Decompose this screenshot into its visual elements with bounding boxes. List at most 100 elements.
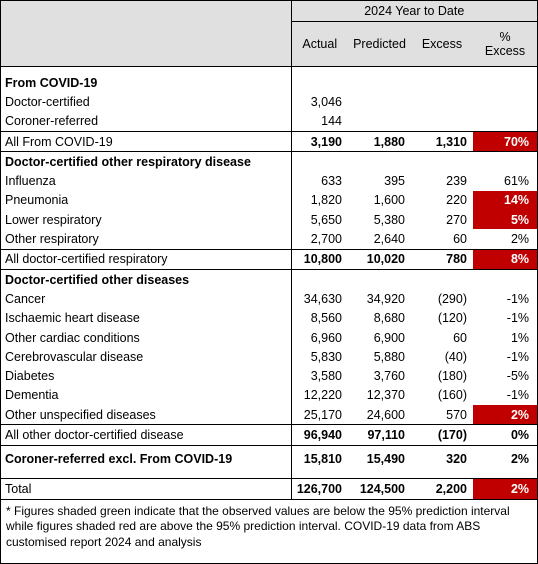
actual-value: 3,190 [290,131,348,152]
actual-value: 25,170 [290,405,348,426]
pct-excess-value: 61% [504,174,530,189]
actual-value: 5,830 [290,347,348,367]
excess-value: 1,310 [435,134,467,149]
pct-excess-value: -1% [506,311,530,326]
predicted-value: 6,900 [373,330,405,345]
pct-excess-value: -5% [506,369,530,384]
predicted-value: 15,490 [348,444,411,472]
row-label: Other respiratory [1,229,291,250]
actual-value: 144 [290,111,348,132]
pct-excess-value: -1% [506,388,530,403]
actual-value: 6,960 [290,327,348,348]
row-label: All From COVID-19 [5,134,113,149]
row-label: All doctor-certified respiratory [5,252,168,267]
actual-value: 5,650 [290,210,348,230]
table-row: Dementia 12,220 12,370 (160) -1% [1,385,537,406]
predicted-value: 1,600 [373,193,405,208]
predicted-value: 3,760 [373,369,405,384]
excess-value: (40) [444,349,467,364]
table-row: Pneumonia 1,820 1,600 220 14% [1,190,538,211]
row-label: Other cardiac conditions [5,330,140,345]
predicted-value: 24,600 [348,405,411,426]
table-row-total: Total 126,700 124,500 2,200 2% [1,477,538,500]
row-label: Lower respiratory [5,212,102,227]
actual-value: 2,700 [290,229,348,250]
pct-excess-value: 0% [510,427,530,442]
excess-value: 780 [446,252,467,267]
pct-excess-value: 2% [473,229,538,250]
predicted-value: 395 [384,174,405,189]
table-row: Cerebrovascular disease 5,830 5,880 (40)… [1,347,537,367]
table-row-subtotal: All other doctor-certified disease 96,94… [1,424,537,446]
predicted-value: 12,370 [366,388,405,403]
header-blank [1,21,291,67]
table-row: Coroner-referred 144 [1,111,538,132]
predicted-value: 5,380 [373,212,405,227]
actual-value: 96,940 [290,424,348,446]
section-title: Doctor-certified other diseases [1,268,291,290]
actual-value: 34,630 [290,289,348,309]
table-row-subtotal: All From COVID-19 3,190 1,880 1,310 70% [1,131,538,152]
table-row: Other unspecified diseases 25,170 24,600… [1,405,538,426]
row-label: Doctor-certified [5,94,90,109]
row-label: Cancer [5,291,46,306]
row-label: Diabetes [5,369,55,384]
section-title: From COVID-19 [5,75,98,90]
table-row: Doctor-certified 3,046 [1,92,537,112]
table-row: Diabetes 3,580 3,760 (180) -5% [1,366,537,386]
footnote: * Figures shaded green indicate that the… [6,503,510,549]
pct-excess-value: 2% [473,444,538,472]
row-label: Coroner-referred [1,111,291,132]
pct-excess-value: 2% [473,477,538,500]
pct-excess-value: 8% [473,249,538,270]
predicted-value: 2,640 [348,229,411,250]
pct-excess-value: 14% [473,190,538,211]
table-row: Influenza 633 395 239 61% [1,171,537,191]
table-row: Other cardiac conditions 6,960 6,900 60 … [1,327,537,348]
excess-value: 2,200 [411,477,473,500]
pct-excess-value: -1% [506,291,530,306]
table-row: Lower respiratory 5,650 5,380 270 5% [1,210,538,230]
predicted-value: 10,020 [366,252,405,267]
actual-value: 126,700 [290,477,348,500]
excess-value: 220 [446,193,467,208]
row-label: Ischaemic heart disease [5,311,140,326]
row-label: All other doctor-certified disease [5,427,184,442]
table-row: Cancer 34,630 34,920 (290) -1% [1,289,537,309]
table-row-coroner: Coroner-referred excl. From COVID-19 15,… [1,444,538,472]
row-label: Dementia [5,388,59,403]
excess-value: 270 [446,212,467,227]
pct-excess-value: -1% [506,349,530,364]
period-header: 2024 Year to Date [290,1,538,22]
predicted-value: 34,920 [366,291,405,306]
section-title: Doctor-certified other respiratory disea… [1,151,291,172]
excess-value: (180) [437,369,467,384]
row-label: Other unspecified diseases [1,405,291,426]
row-label: Coroner-referred excl. From COVID-19 [1,444,291,472]
excess-value: (120) [437,311,467,326]
header-blank [1,1,291,22]
actual-value: 10,800 [290,249,348,270]
actual-value: 633 [290,171,348,191]
actual-value: 15,810 [290,444,348,472]
col-header-pct-excess: % Excess [473,21,538,67]
col-header-pct-symbol: % [499,30,511,44]
predicted-value: 5,880 [373,349,405,364]
predicted-value: 97,110 [367,427,405,442]
excess-value: 60 [411,229,473,250]
excess-value: 60 [453,330,467,345]
actual-value: 3,580 [290,366,348,386]
table-row: Ischaemic heart disease 8,560 8,680 (120… [1,308,537,328]
pct-excess-value: 70% [473,131,538,152]
predicted-value: 1,880 [373,134,405,149]
excess-value: 239 [446,174,467,189]
actual-value: 1,820 [290,190,348,211]
excess-value: 320 [411,444,473,472]
row-label: Pneumonia [5,193,69,208]
col-header-actual: Actual [290,21,348,67]
table-row-subtotal: All doctor-certified respiratory 10,800 … [1,249,538,270]
pct-excess-value: 5% [473,210,538,230]
section-heading-respiratory: Doctor-certified other respiratory disea… [1,151,538,172]
header-row-columns: Actual Predicted Excess % Excess [1,21,538,67]
section-heading-other-diseases: Doctor-certified other diseases [1,268,538,290]
